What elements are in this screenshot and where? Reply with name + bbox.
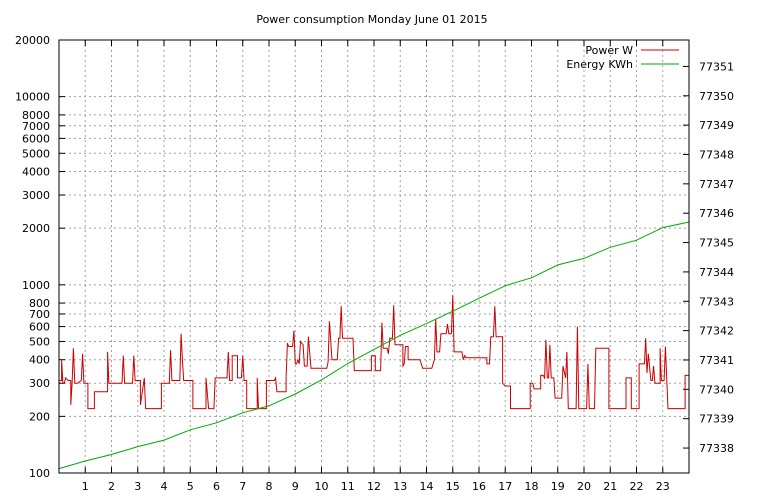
x-tick-label: 1 [82,480,89,493]
x-tick-label: 7 [239,480,246,493]
x-tick-label: 19 [551,480,565,493]
chart-title: Power consumption Monday June 01 2015 [256,13,487,26]
y-tick-label: 6000 [22,132,50,145]
x-tick-label: 11 [341,480,355,493]
y2-tick-label: 77347 [699,178,734,191]
y-tick-label: 700 [29,308,50,321]
y2-tick-label: 77342 [699,325,734,338]
y-tick-label: 1000 [22,279,50,292]
y2-tick-label: 77343 [699,295,734,308]
series-line-0 [59,295,689,410]
x-tick-label: 21 [603,480,617,493]
plot-border [58,39,690,474]
y-tick-label: 10000 [15,91,50,104]
y2-tick-label: 77345 [699,237,734,250]
x-tick-label: 18 [525,480,539,493]
y-tick-label: 8000 [22,109,50,122]
y2-tick-label: 77341 [699,354,734,367]
x-tick-label: 2 [108,480,115,493]
y-tick-label: 500 [29,335,50,348]
y-tick-label: 800 [29,297,50,310]
x-tick-label: 13 [393,480,407,493]
y2-tick-label: 77348 [699,148,734,161]
y2-tick-label: 77340 [699,383,734,396]
y-tick-label: 20000 [15,34,50,47]
y2-tick-label: 77338 [699,442,734,455]
x-tick-label: 10 [315,480,329,493]
y-tick-label: 300 [29,377,50,390]
y-tick-label: 4000 [22,166,50,179]
x-tick-label: 16 [472,480,486,493]
x-tick-label: 20 [577,480,591,493]
y-tick-label: 200 [29,410,50,423]
y2-tick-label: 77350 [699,90,734,103]
y-tick-label: 100 [29,467,50,480]
y2-tick-label: 77349 [699,119,734,132]
x-tick-label: 22 [630,480,644,493]
x-tick-label: 23 [656,480,670,493]
x-tick-label: 3 [134,480,141,493]
legend-label: Energy KWh [566,58,633,71]
y-tick-label: 400 [29,354,50,367]
y2-tick-label: 77346 [699,207,734,220]
x-tick-label: 8 [266,480,273,493]
y-tick-label: 3000 [22,189,50,202]
x-tick-label: 17 [498,480,512,493]
y2-tick-label: 77339 [699,413,734,426]
y2-tick-label: 77344 [699,266,734,279]
y2-tick-label: 77351 [699,60,734,73]
tick-labels: 1 2 3 4 5 6 7 8 9 10 11 12 13 14 15 16 17 18 19 20 21 22 23100… [15,34,734,493]
x-tick-label: 5 [187,480,194,493]
axis-ticks [59,39,689,474]
x-tick-label: 6 [213,480,220,493]
series-line-1 [58,221,690,470]
y-tick-label: 2000 [22,222,50,235]
x-tick-label: 4 [161,480,168,493]
series-lines [58,221,690,470]
legend-label: Power W [585,44,633,57]
x-tick-label: 15 [446,480,460,493]
y-tick-label: 5000 [22,147,50,160]
x-tick-label: 14 [420,480,434,493]
x-tick-label: 12 [367,480,381,493]
y-tick-label: 7000 [22,120,50,133]
y-tick-label: 600 [29,321,50,334]
x-tick-label: 9 [292,480,299,493]
